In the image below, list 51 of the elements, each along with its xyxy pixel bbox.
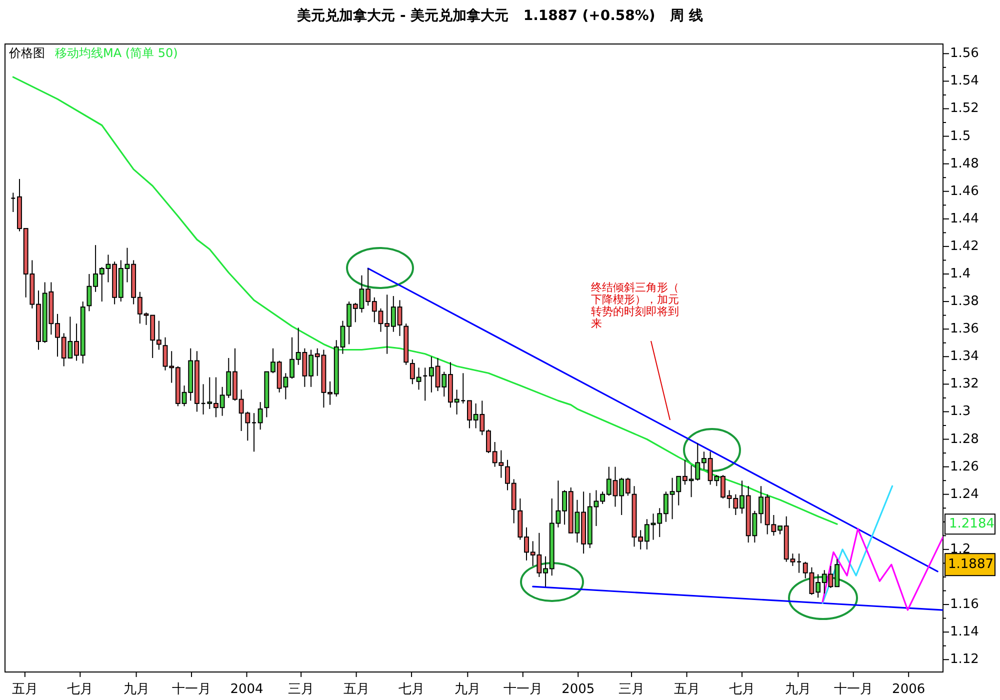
x-tick-label: 2005 xyxy=(562,682,595,697)
y-tick-label: 1.42 xyxy=(950,238,979,254)
x-tick-label: 九月 xyxy=(785,682,812,697)
x-tick-label: 三月 xyxy=(618,682,645,697)
y-tick-label: 1.38 xyxy=(950,294,979,310)
annotation: 终结倾斜三角形（下降楔形），加元转势的时刻即将到来 xyxy=(591,281,679,330)
y-tick-label: 1.5 xyxy=(950,128,971,144)
candlestick xyxy=(796,553,802,574)
y-tick-label: 1.48 xyxy=(950,156,979,172)
candlestick xyxy=(10,192,16,213)
y-tick-label: 1.54 xyxy=(950,74,979,89)
x-tick-label: 十一月 xyxy=(503,682,542,697)
x-tick-label: 2006 xyxy=(892,682,926,697)
x-tick-label: 七月 xyxy=(67,682,94,697)
x-tick-label: 十一月 xyxy=(834,682,873,697)
y-tick-label: 1.28 xyxy=(950,432,979,447)
candlestick xyxy=(251,412,257,452)
x-tick-label: 2004 xyxy=(230,682,264,697)
y-tick-label: 1.34 xyxy=(950,349,979,364)
x-tick-label: 七月 xyxy=(729,682,755,697)
y-tick-label: 1.3 xyxy=(950,404,971,420)
y-tick-label: 1.52 xyxy=(950,101,979,116)
x-tick-label: 三月 xyxy=(288,682,314,697)
line-series xyxy=(12,76,838,525)
x-tick-label: 五月 xyxy=(343,682,370,697)
y-tick-label: 1.16 xyxy=(950,597,979,612)
y-tick-label: 1.44 xyxy=(950,211,979,226)
candlestick xyxy=(258,402,263,430)
text: 移动均线MA (简单 50) xyxy=(55,46,178,60)
y-tick-label: 1.14 xyxy=(950,624,979,640)
y-tick-label: 1.24 xyxy=(950,486,979,502)
x-tick-label: 九月 xyxy=(123,682,150,697)
text: 1.2184 xyxy=(949,516,994,532)
y-tick-label: 1.4 xyxy=(950,266,971,282)
y-tick-label: 1.56 xyxy=(950,46,979,62)
y-tick-label: 1.26 xyxy=(950,459,979,474)
text: 1.1887 xyxy=(948,557,994,572)
x-tick-label: 九月 xyxy=(454,682,481,697)
chart-title: 美元兑加拿大元 - 美元兑加拿大元 1.1887 (+0.58%) 周 线 xyxy=(296,7,703,24)
line-series xyxy=(822,528,943,611)
x-tick-label: 五月 xyxy=(674,682,700,697)
line-series xyxy=(822,485,894,604)
x-tick-label: 五月 xyxy=(12,682,38,697)
y-tick-label: 1.36 xyxy=(950,322,979,337)
annotation: 价格图 xyxy=(8,46,45,60)
y-tick-label: 1.32 xyxy=(950,376,979,392)
y-tick-label: 1.46 xyxy=(950,184,979,199)
x-tick-label: 十一月 xyxy=(172,682,212,697)
y-tick-label: 1.12 xyxy=(950,652,979,668)
y-tick-label: 1.2 xyxy=(950,542,971,557)
x-tick-label: 七月 xyxy=(398,682,425,697)
